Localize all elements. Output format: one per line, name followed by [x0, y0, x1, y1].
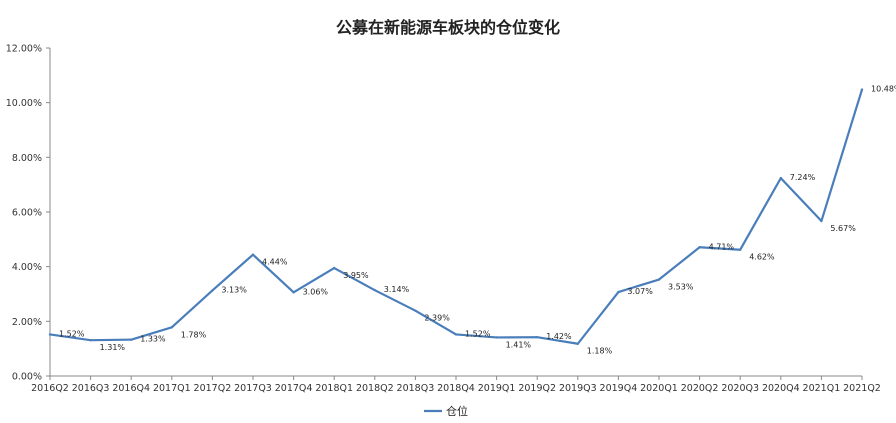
data-label: 3.53% [668, 283, 694, 292]
x-tick-label: 2017Q4 [275, 383, 313, 394]
x-tick-label: 2019Q3 [559, 383, 597, 394]
y-tick-label: 10.00% [6, 98, 42, 109]
x-tick-label: 2017Q2 [194, 383, 232, 394]
data-label: 3.14% [384, 285, 410, 294]
data-point [414, 309, 417, 312]
data-label: 1.41% [506, 340, 532, 349]
data-label: 10.48% [871, 85, 896, 94]
data-point [211, 289, 214, 292]
data-point [860, 88, 864, 91]
data-point [333, 266, 336, 270]
y-tick-label: 4.00% [12, 262, 42, 273]
data-point [739, 248, 742, 251]
x-tick-label: 2018Q3 [397, 383, 435, 394]
x-tick-label: 2019Q1 [478, 383, 516, 394]
x-tick-label: 2018Q1 [315, 383, 353, 394]
data-label: 4.71% [709, 242, 735, 251]
data-label: 1.42% [546, 332, 572, 341]
data-label: 3.06% [303, 287, 329, 296]
legend: 仓位 [424, 404, 468, 418]
data-point [373, 288, 376, 292]
data-point [251, 253, 255, 256]
data-label: 4.62% [749, 253, 775, 262]
x-tick-label: 2020Q1 [640, 383, 678, 394]
data-label: 1.31% [100, 343, 126, 352]
series-layer [48, 88, 864, 345]
data-point [779, 176, 782, 180]
series-line [49, 89, 864, 345]
data-point [617, 290, 620, 294]
data-point [657, 278, 661, 281]
data-point [495, 336, 498, 339]
data-label: 1.33% [140, 335, 166, 344]
x-tick-label: 2020Q4 [762, 383, 800, 394]
x-tick-label: 2018Q4 [437, 383, 475, 394]
legend-label: 仓位 [446, 404, 468, 418]
data-label: 1.78% [181, 330, 207, 339]
x-tick-label: 2021Q2 [843, 383, 881, 394]
data-label: 3.95% [343, 271, 369, 280]
x-tick-label: 2016Q2 [31, 383, 69, 394]
chart-title: 公募在新能源车板块的仓位变化 [335, 18, 560, 37]
data-point [576, 342, 579, 345]
data-label: 1.52% [59, 329, 85, 338]
data-point [48, 333, 52, 336]
y-tick-label: 0.00% [12, 372, 42, 383]
y-tick-label: 6.00% [12, 208, 42, 219]
data-point [170, 326, 173, 329]
x-tick-label: 2017Q1 [153, 383, 191, 394]
data-label: 5.67% [830, 224, 856, 233]
axes: 0.00% 2.00% 4.00% 6.00% 8.00% 10.00% 12.00% 201… [6, 44, 881, 395]
y-tick-label: 2.00% [12, 317, 42, 328]
x-tick-label: 2019Q2 [518, 383, 556, 394]
x-tick-label: 2021Q1 [803, 383, 841, 394]
x-tick-label: 2019Q4 [600, 383, 638, 394]
data-point [130, 338, 133, 341]
y-tick-label: 8.00% [12, 153, 42, 164]
data-point [89, 338, 92, 342]
x-tick-label: 2017Q3 [234, 383, 272, 394]
data-label: 3.13% [221, 285, 247, 294]
data-label: 1.18% [587, 347, 613, 356]
x-tick-label: 2016Q4 [112, 383, 150, 394]
x-tick-label: 2018Q2 [356, 383, 394, 394]
data-point [536, 335, 539, 339]
data-labels: 1.52% 1.31% 1.33% 1.78% 3.13% 4.44% 3.06% 3.95%… [59, 85, 896, 356]
data-label: 1.52% [465, 329, 491, 338]
y-tick-label: 12.00% [6, 44, 42, 55]
data-label: 4.44% [262, 258, 288, 267]
data-label: 2.39% [424, 314, 450, 323]
data-point [698, 246, 701, 249]
data-point [820, 219, 823, 223]
x-tick-label: 2020Q2 [681, 383, 719, 394]
x-tick-label: 2020Q3 [721, 383, 759, 394]
data-label: 3.07% [627, 287, 653, 296]
data-label: 7.24% [790, 173, 816, 182]
x-tick-label: 2016Q3 [72, 383, 110, 394]
data-point [292, 291, 295, 294]
data-point [454, 333, 458, 336]
